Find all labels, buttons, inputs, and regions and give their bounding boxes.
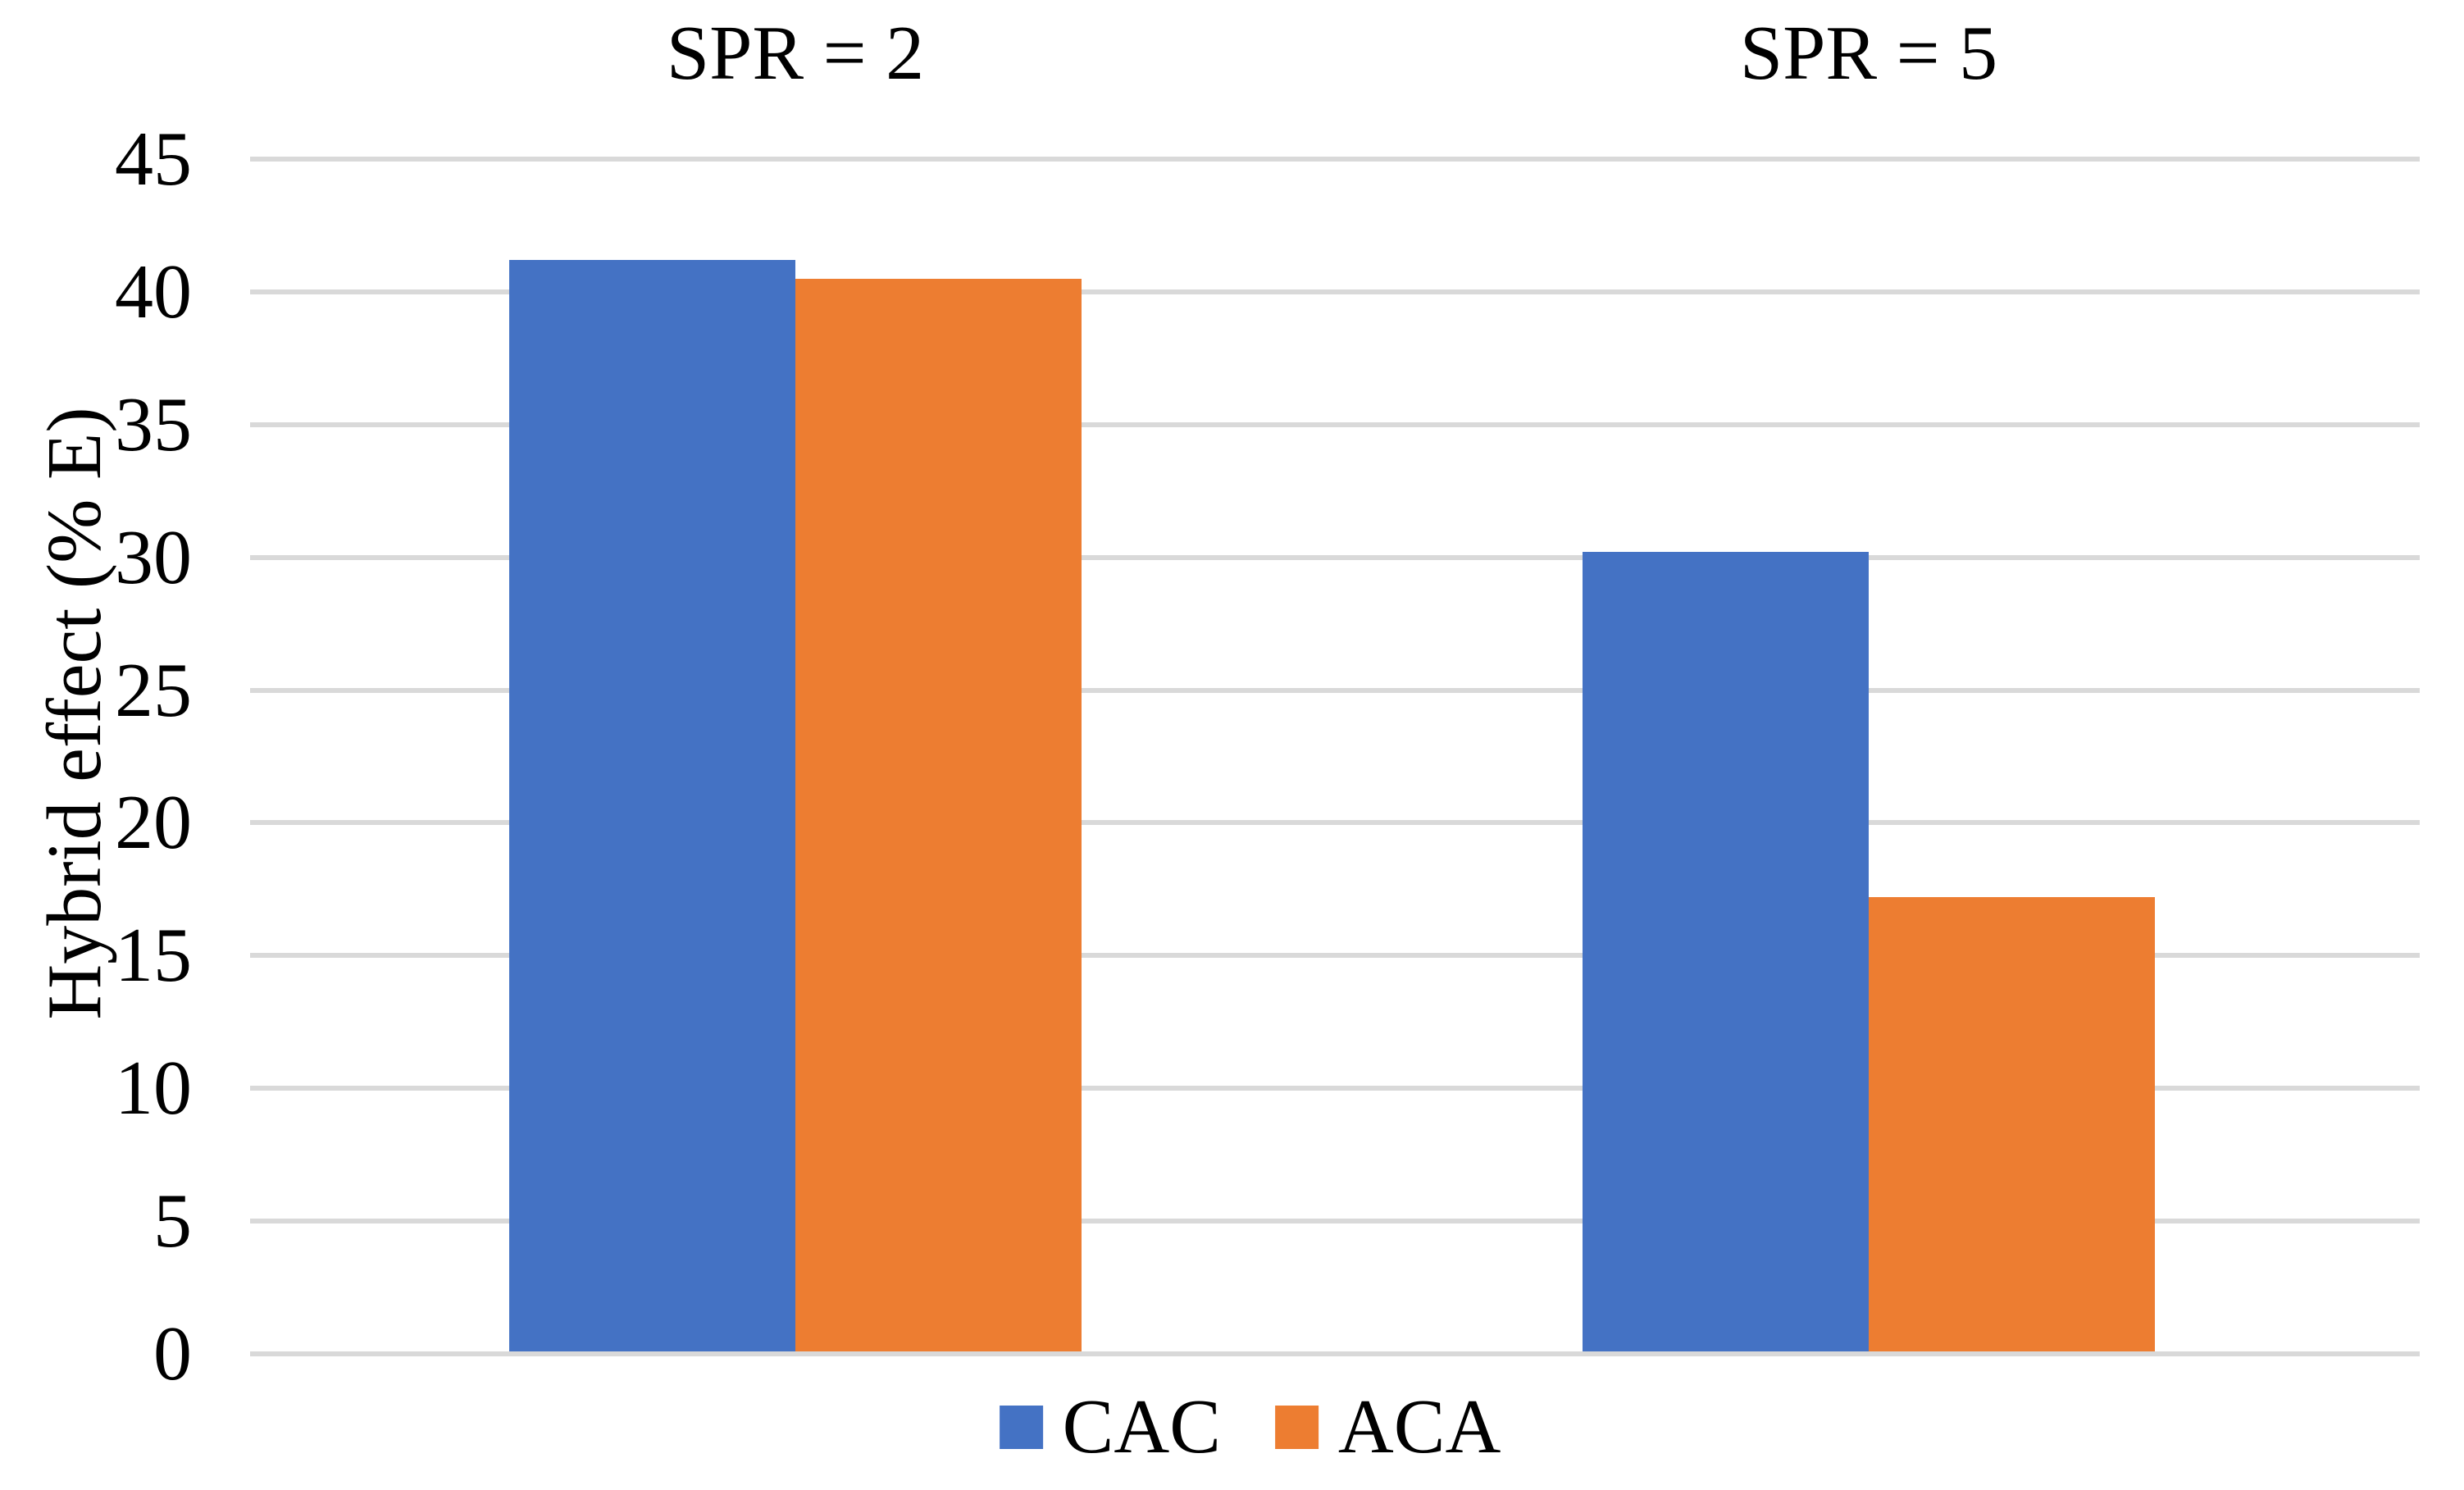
y-tick-label-5: 5 [153,1178,192,1264]
gridline-30 [250,554,2420,560]
gridline-35 [250,421,2420,427]
y-tick-label-10: 10 [115,1046,192,1132]
gridline-25 [250,687,2420,693]
legend-swatch-aca [1274,1405,1319,1449]
gridline-0 [250,1351,2420,1356]
legend-label-aca: ACA [1337,1384,1501,1469]
legend: CAC ACA [999,1384,1501,1469]
gridline-5 [250,1219,2420,1224]
gridline-40 [250,289,2420,294]
y-tick-label-0: 0 [153,1311,192,1397]
y-tick-label-30: 30 [115,514,192,600]
y-tick-label-20: 20 [115,780,192,866]
y-tick-label-25: 25 [115,647,192,733]
bar-cac-spr-2 [509,260,795,1351]
gridline-10 [250,1086,2420,1091]
gridline-20 [250,820,2420,826]
bar-aca-spr-2 [795,278,1082,1351]
gridline-45 [250,157,2420,162]
y-tick-label-45: 45 [115,116,192,202]
gridline-15 [250,953,2420,959]
bar-cac-spr-5 [1583,552,1869,1351]
bar-aca-spr-5 [1869,897,2155,1351]
y-tick-label-35: 35 [115,381,192,467]
legend-entry-cac: CAC [999,1384,1221,1469]
category-label-spr-5: SPR = 5 [1739,11,1998,96]
legend-entry-aca: ACA [1274,1384,1501,1469]
legend-swatch-cac [999,1405,1043,1449]
category-label-spr-2: SPR = 2 [666,11,925,96]
legend-label-cac: CAC [1062,1384,1221,1469]
y-tick-label-40: 40 [115,248,192,335]
y-tick-label-15: 15 [115,913,192,999]
